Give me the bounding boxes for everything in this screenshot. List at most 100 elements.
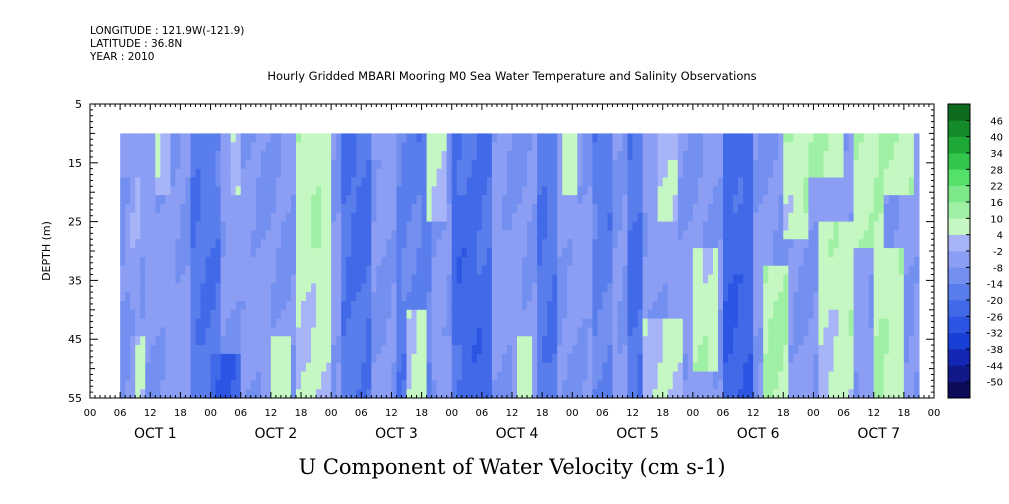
heatmap-cell — [697, 203, 704, 214]
heatmap-cell — [431, 186, 438, 196]
heatmap-cell — [165, 309, 171, 320]
heatmap-cell — [316, 362, 322, 373]
heatmap-cell — [260, 318, 267, 329]
heatmap-cell — [381, 362, 387, 373]
heatmap-cell — [386, 336, 393, 346]
heatmap-cell — [778, 203, 784, 214]
heatmap-cell — [763, 133, 769, 143]
heatmap-cell — [486, 371, 493, 381]
heatmap-cell — [366, 203, 372, 214]
heatmap-cell — [160, 274, 166, 284]
heatmap-cell — [341, 380, 347, 390]
heatmap-cell — [130, 274, 136, 284]
heatmap-cell — [743, 380, 749, 390]
heatmap-cell — [265, 389, 272, 399]
heatmap-cell — [783, 256, 789, 267]
heatmap-cell — [361, 248, 367, 258]
heatmap-cell — [853, 186, 860, 196]
heatmap-cell — [748, 283, 754, 293]
heatmap-cell — [823, 292, 830, 302]
heatmap-cell — [637, 345, 644, 355]
heatmap-cell — [200, 159, 207, 170]
heatmap-cell — [667, 212, 674, 223]
heatmap-cell — [135, 265, 141, 276]
heatmap-cell — [426, 274, 433, 284]
heatmap-cell — [818, 186, 825, 196]
heatmap-cell — [793, 362, 799, 373]
heatmap-cell — [843, 300, 850, 311]
heatmap-cell — [743, 230, 749, 240]
heatmap-cell — [692, 177, 699, 187]
heatmap-cell — [180, 230, 187, 240]
heatmap-cell — [647, 292, 654, 302]
heatmap-cell — [135, 221, 141, 232]
heatmap-cell — [878, 362, 885, 373]
heatmap-cell — [155, 336, 161, 346]
heatmap-cell — [376, 353, 382, 364]
heatmap-cell — [120, 168, 126, 179]
heatmap-cell — [783, 239, 789, 249]
heatmap-cell — [733, 168, 739, 179]
heatmap-cell — [868, 248, 875, 258]
heatmap-cell — [823, 371, 830, 381]
heatmap-cell — [607, 159, 614, 170]
heatmap-cell — [371, 371, 377, 381]
heatmap-cell — [813, 168, 820, 179]
heatmap-cell — [893, 300, 900, 311]
heatmap-cell — [356, 168, 362, 179]
heatmap-cell — [391, 186, 398, 196]
heatmap-cell — [406, 389, 413, 399]
heatmap-cell — [456, 300, 463, 311]
heatmap-cell — [190, 362, 197, 373]
heatmap-cell — [863, 327, 870, 337]
heatmap-cell — [255, 300, 262, 311]
heatmap-cell — [743, 221, 749, 232]
heatmap-cell — [195, 362, 202, 373]
heatmap-cell — [517, 318, 523, 329]
heatmap-cell — [280, 248, 287, 258]
heatmap-cell — [220, 265, 227, 276]
heatmap-cell — [351, 380, 357, 390]
heatmap-cell — [758, 212, 764, 223]
heatmap-cell — [798, 283, 804, 293]
heatmap-cell — [547, 353, 553, 364]
heatmap-cell — [175, 380, 182, 390]
heatmap-cell — [265, 177, 272, 187]
heatmap-cell — [356, 362, 362, 373]
heatmap-cell — [155, 195, 161, 205]
heatmap-cell — [351, 389, 357, 399]
heatmap-cell — [763, 300, 769, 311]
heatmap-cell — [496, 186, 503, 196]
heatmap-cell — [446, 300, 453, 311]
heatmap-cell — [295, 151, 302, 161]
heatmap-cell — [265, 248, 272, 258]
heatmap-cell — [436, 195, 443, 205]
heatmap-cell — [466, 159, 473, 170]
heatmap-cell — [617, 318, 624, 329]
heatmap-cell — [280, 292, 287, 302]
heatmap-cell — [893, 274, 900, 284]
heatmap-cell — [843, 318, 850, 329]
heatmap-cell — [557, 248, 563, 258]
heatmap-cell — [567, 230, 573, 240]
heatmap-cell — [657, 221, 664, 232]
heatmap-cell — [828, 318, 835, 329]
heatmap-cell — [687, 230, 694, 240]
heatmap-cell — [326, 212, 332, 223]
heatmap-cell — [381, 389, 387, 399]
heatmap-cell — [205, 195, 212, 205]
heatmap-cell — [280, 353, 287, 364]
heatmap-cell — [637, 318, 644, 329]
heatmap-cell — [501, 256, 508, 267]
heatmap-cell — [230, 203, 237, 214]
heatmap-cell — [738, 133, 744, 143]
heatmap-cell — [597, 168, 604, 179]
heatmap-cell — [431, 239, 438, 249]
heatmap-cell — [702, 203, 709, 214]
heatmap-cell — [346, 327, 352, 337]
heatmap-cell — [361, 230, 367, 240]
heatmap-cell — [557, 256, 563, 267]
heatmap-cell — [828, 151, 835, 161]
heatmap-cell — [381, 133, 387, 143]
heatmap-cell — [662, 292, 669, 302]
